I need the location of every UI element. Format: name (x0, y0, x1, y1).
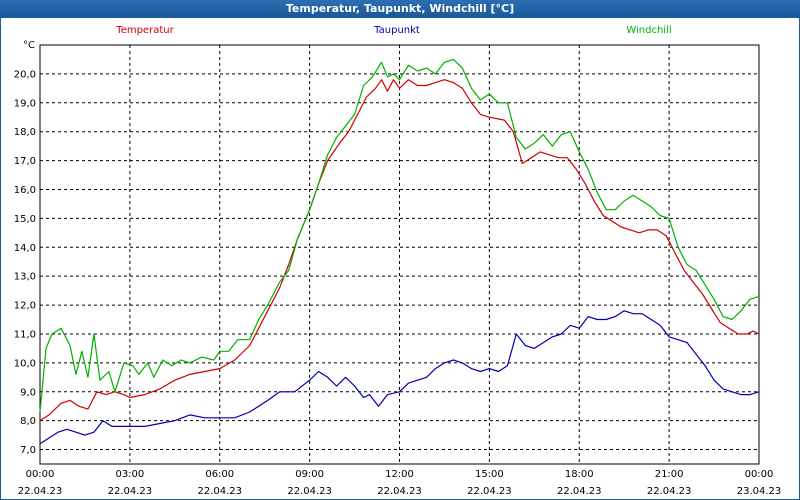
y-tick-label: 14,0 (14, 243, 36, 254)
y-tick-label: 18,0 (14, 127, 36, 138)
x-axis: 00:00 22.04.23 03:00 22.04.23 06:00 22.04.23 0… (18, 469, 782, 497)
x-tick-date: 22.04.23 (467, 486, 512, 497)
x-tick-time: 03:00 (115, 469, 144, 480)
legend-temperatur: Temperatur (115, 25, 174, 36)
x-tick-date: 22.04.23 (647, 486, 692, 497)
y-tick-label: 19,0 (14, 98, 36, 109)
y-axis-unit: °C (23, 40, 35, 51)
y-tick-label: 11,0 (14, 329, 36, 340)
x-tick-date: 22.04.23 (287, 486, 332, 497)
x-tick-date: 22.04.23 (18, 486, 63, 497)
x-tick-time: 00:00 (26, 469, 55, 480)
y-tick-label: 13,0 (14, 272, 36, 283)
x-tick-date: 23.04.23 (737, 486, 782, 497)
line-chart: 7,0 8,0 9,0 10,0 11,0 12,0 13,0 14,0 15,0 16,0 17,… (14, 25, 782, 497)
series-line-temperatur (39, 79, 760, 422)
x-tick-time: 15:00 (475, 469, 504, 480)
x-tick-time: 09:00 (295, 469, 324, 480)
y-tick-label: 9,0 (20, 387, 36, 398)
y-tick-label: 10,0 (14, 358, 36, 369)
legend: Temperatur Taupunkt Windchill (115, 25, 671, 36)
legend-windchill: Windchill (626, 25, 671, 36)
x-tick-time: 18:00 (565, 469, 594, 480)
grid (40, 45, 759, 464)
series-line-taupunkt (39, 310, 760, 445)
x-tick-date: 22.04.23 (557, 486, 602, 497)
window-title: Temperatur, Taupunkt, Windchill [°C] (0, 0, 800, 18)
x-tick-time: 21:00 (655, 469, 684, 480)
chart-area: 7,0 8,0 9,0 10,0 11,0 12,0 13,0 14,0 15,0 16,0 17,… (1, 18, 799, 499)
y-tick-label: 12,0 (14, 301, 36, 312)
y-tick-label: 8,0 (20, 416, 36, 427)
y-axis: 7,0 8,0 9,0 10,0 11,0 12,0 13,0 14,0 15,0 16,0 17,… (14, 69, 36, 456)
x-tick-date: 22.04.23 (377, 486, 422, 497)
x-tick-time: 06:00 (205, 469, 234, 480)
y-tick-label: 20,0 (14, 69, 36, 80)
legend-taupunkt: Taupunkt (373, 25, 420, 36)
series (39, 58, 760, 445)
x-tick-time: 00:00 (745, 469, 774, 480)
y-tick-label: 15,0 (14, 214, 36, 225)
x-tick-date: 22.04.23 (108, 486, 153, 497)
y-tick-label: 16,0 (14, 185, 36, 196)
y-tick-label: 17,0 (14, 156, 36, 167)
y-tick-label: 7,0 (20, 445, 36, 456)
x-tick-time: 12:00 (385, 469, 414, 480)
x-tick-date: 22.04.23 (197, 486, 242, 497)
plot-frame (39, 44, 760, 465)
series-line-windchill (39, 58, 760, 413)
